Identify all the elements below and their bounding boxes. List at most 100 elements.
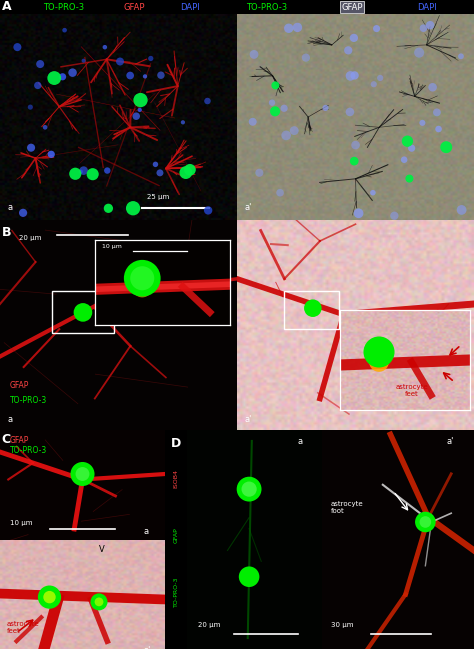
Text: GFAP: GFAP — [10, 436, 29, 445]
Point — [351, 70, 358, 80]
Point — [346, 107, 354, 117]
Point — [116, 56, 124, 67]
Point — [433, 107, 441, 117]
Point — [268, 97, 276, 108]
Point — [47, 149, 55, 160]
Text: TO-PRO-3: TO-PRO-3 — [10, 446, 47, 455]
Text: DAPI: DAPI — [417, 3, 437, 12]
Point — [421, 517, 429, 527]
Point — [89, 169, 97, 179]
Text: B: B — [2, 227, 12, 239]
Point — [179, 117, 187, 127]
Point — [80, 56, 87, 66]
Text: TO-PRO-3: TO-PRO-3 — [9, 396, 47, 405]
Point — [152, 159, 159, 169]
Text: astrocyte
feet: astrocyte feet — [395, 384, 428, 397]
Point — [272, 80, 279, 91]
Point — [442, 142, 450, 153]
Text: TO-PRO-3: TO-PRO-3 — [173, 577, 179, 607]
Text: 20 μm: 20 μm — [198, 622, 220, 628]
Point — [373, 23, 380, 34]
Text: V: V — [99, 545, 105, 554]
Point — [41, 122, 49, 132]
Point — [156, 167, 164, 178]
Point — [294, 22, 301, 32]
Point — [105, 203, 112, 214]
Point — [302, 53, 310, 63]
Text: A: A — [2, 1, 12, 14]
Point — [79, 469, 86, 479]
Text: a: a — [144, 528, 149, 537]
Text: a': a' — [244, 415, 252, 424]
Point — [406, 173, 413, 184]
Text: TO-PRO-3: TO-PRO-3 — [246, 3, 288, 12]
Point — [391, 210, 398, 221]
Point — [291, 125, 298, 136]
Point — [250, 49, 258, 60]
Text: a': a' — [144, 646, 151, 649]
Point — [271, 106, 279, 117]
Point — [458, 204, 465, 215]
Text: 10 μm: 10 μm — [10, 520, 32, 526]
Point — [127, 70, 134, 80]
Point — [69, 67, 76, 78]
Point — [79, 307, 87, 317]
Point — [375, 357, 383, 367]
Point — [401, 154, 408, 165]
Point — [95, 596, 103, 607]
Point — [309, 303, 317, 313]
Point — [346, 71, 354, 81]
Point — [404, 136, 411, 147]
Point — [50, 73, 58, 83]
Point — [352, 140, 359, 151]
Point — [408, 143, 415, 153]
Point — [429, 82, 437, 92]
Point — [46, 592, 53, 602]
Text: GFAP: GFAP — [9, 381, 29, 390]
Point — [138, 282, 146, 293]
Point — [138, 273, 146, 284]
Point — [136, 104, 144, 115]
Bar — [52, 291, 114, 334]
Text: a': a' — [244, 202, 252, 212]
Point — [419, 117, 426, 128]
Point — [435, 124, 442, 134]
Point — [376, 73, 384, 83]
Point — [77, 166, 84, 177]
Text: C: C — [1, 434, 11, 447]
Bar — [284, 291, 339, 329]
Point — [36, 59, 44, 69]
Point — [59, 71, 66, 82]
Point — [186, 165, 194, 175]
Text: 30 μm: 30 μm — [331, 622, 354, 628]
Point — [285, 23, 292, 34]
Point — [350, 32, 358, 43]
Point — [157, 70, 165, 80]
Point — [138, 273, 146, 284]
Text: astrocyte
foot: astrocyte foot — [331, 501, 364, 514]
Point — [204, 205, 212, 215]
Point — [19, 208, 27, 218]
Point — [137, 95, 144, 105]
Point — [79, 469, 86, 479]
Point — [103, 165, 111, 176]
Point — [101, 42, 109, 53]
Text: TO-PRO-3: TO-PRO-3 — [43, 3, 84, 12]
Point — [350, 156, 358, 166]
Point — [375, 347, 383, 357]
Text: a: a — [7, 415, 12, 424]
Text: 25 μm: 25 μm — [147, 195, 169, 201]
Text: astrocyte
feet: astrocyte feet — [7, 621, 39, 634]
Point — [322, 103, 329, 113]
Point — [27, 102, 34, 112]
Point — [345, 45, 352, 56]
Point — [419, 23, 427, 33]
Text: a: a — [7, 202, 12, 212]
Point — [34, 80, 42, 91]
Point — [355, 208, 362, 219]
Point — [246, 484, 253, 495]
Point — [204, 96, 211, 106]
Point — [457, 51, 465, 62]
Text: a: a — [298, 437, 303, 446]
Point — [426, 20, 434, 31]
